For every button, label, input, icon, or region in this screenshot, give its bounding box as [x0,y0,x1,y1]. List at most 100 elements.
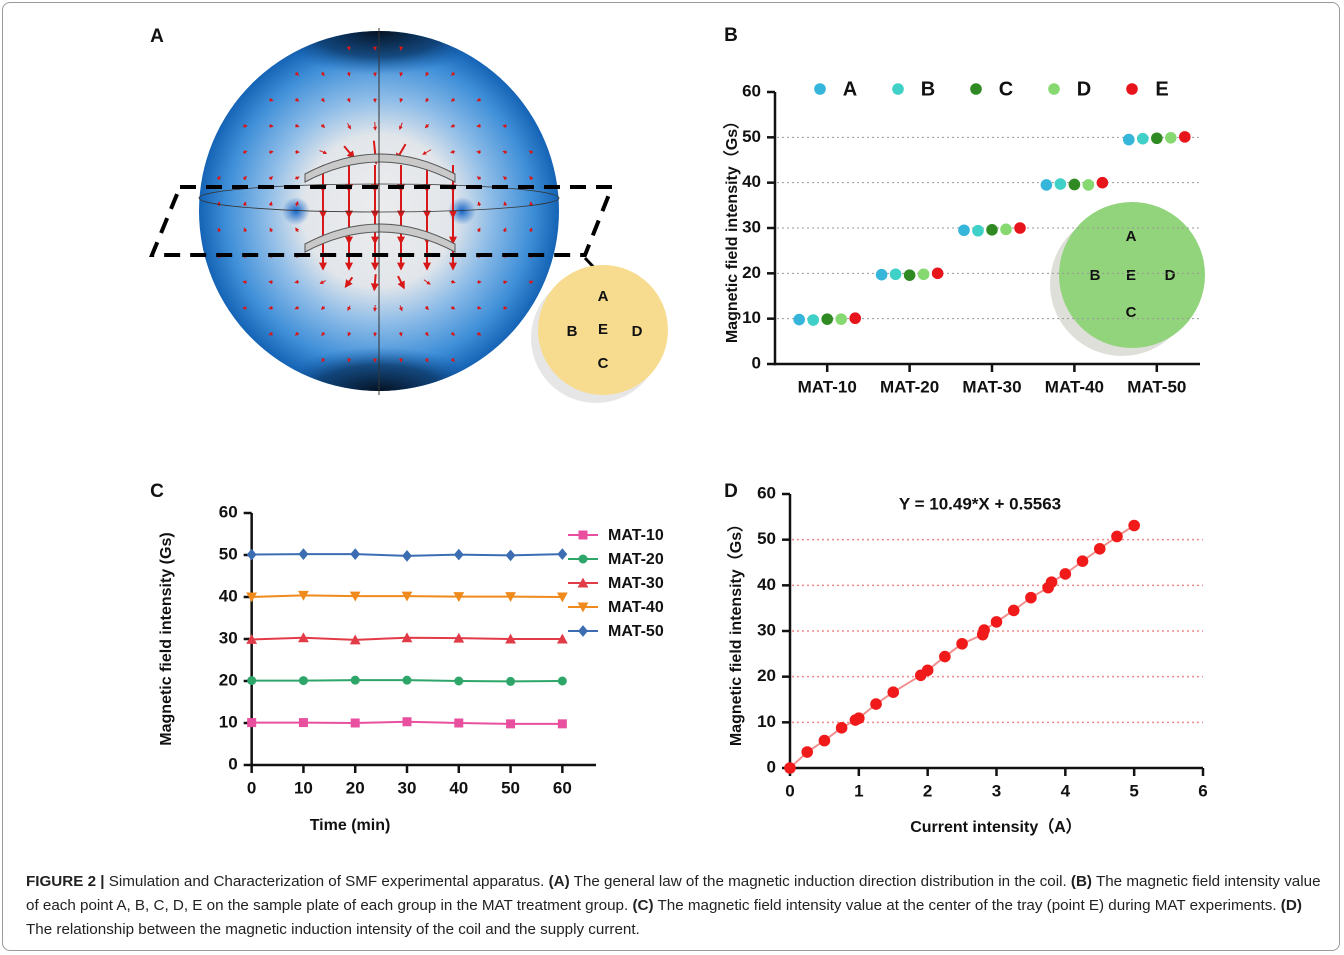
point [1059,568,1072,580]
field-arrow [294,71,300,76]
y-tick-label: 60 [742,81,761,100]
field-arrow [399,97,404,103]
legend-swatch [1048,83,1060,95]
point [1007,604,1020,617]
field-arrow [343,145,355,160]
x-tick-label: 6 [1198,781,1207,800]
field-arrow [476,176,482,181]
y-tick-label: 40 [219,586,238,605]
field-arrow [320,305,326,310]
field-arrow [320,71,325,77]
legend-marker [578,530,588,540]
marker [350,548,361,561]
dot [1165,131,1177,144]
field-arrow [294,176,300,181]
field-arrow [242,150,248,155]
field-arrow [216,201,221,207]
dot [1040,179,1053,191]
inset-label: A [598,288,609,305]
y-tick-label: 50 [757,529,776,548]
marker [349,591,361,602]
field-arrow [399,122,403,131]
caption-text: Simulation and Characterization of SMF e… [108,873,545,890]
x-tick-label: MAT-40 [1045,377,1104,396]
field-arrow [320,123,326,128]
point [990,616,1003,628]
pole [269,31,489,75]
point [818,734,831,747]
x-tick-label: MAT-30 [962,377,1021,396]
x-tick-label: 0 [785,781,794,800]
plane [149,185,615,257]
field-arrow [529,175,534,181]
caption-ref: (A) [548,873,570,890]
field-arrow [399,45,404,51]
marker [453,632,465,643]
field-arrow [528,150,534,155]
marker [556,592,568,603]
field-arrow [242,201,247,207]
caption-text: The magnetic field intensity value at th… [657,897,1277,914]
y-tick-label: 30 [742,217,761,236]
spot [282,197,310,225]
field-arrow [450,279,456,284]
point [1025,591,1037,604]
caption-label: FIGURE 2 | [26,873,105,890]
y-axis-title: Magnetic field intensity（Gs） [723,113,741,343]
legend-label: B [921,78,935,100]
marker [246,592,258,603]
field-arrow [319,280,326,284]
x-tick-label: 1 [854,781,863,800]
pole [269,347,489,391]
inset-label: D [1165,267,1176,284]
marker [505,633,516,644]
dot [1179,131,1191,143]
legend-swatch [970,83,982,95]
point [1111,530,1123,543]
marker [246,548,257,561]
marker [246,634,258,644]
inset-plate [1059,202,1205,348]
marker [505,549,516,562]
inset-label: B [1090,267,1101,284]
field-arrow [502,280,508,285]
y-tick-label: 20 [219,670,238,689]
marker [557,719,567,729]
field-arrow [476,305,482,310]
field-arrow [398,305,403,312]
field-arrow [528,280,534,285]
field-arrow [294,331,300,336]
x-tick-label: 10 [294,778,313,797]
y-tick-label: 50 [219,544,238,563]
dot [1068,178,1081,191]
marker [247,676,257,686]
field-arrow [450,149,456,154]
y-axis-title: Magnetic field intensity（Gs） [727,516,745,746]
field-arrow [268,150,274,155]
y-tick-label: 10 [757,712,776,731]
marker [401,632,413,643]
field-arrow [347,331,352,337]
point [1076,555,1089,567]
legend-label: MAT-40 [608,599,664,616]
dot [903,269,916,281]
caption-text: The general law of the magnetic inductio… [573,873,1067,890]
marker [298,676,308,686]
legend-label: MAT-50 [608,623,664,640]
field-arrow [268,176,274,181]
field-arrow [295,227,300,233]
x-tick-label: 60 [553,778,572,797]
marker [454,718,464,728]
field-arrow [347,357,352,363]
dot [1151,132,1163,145]
field-arrow [503,176,508,181]
dot [1054,178,1067,190]
legend-label: D [1077,78,1091,100]
y-axis-title: Magnetic field intensity (Gs) [158,532,175,745]
dot [1000,223,1012,236]
field-arrow [503,201,508,207]
marker [401,591,413,602]
field-arrow [502,227,507,233]
